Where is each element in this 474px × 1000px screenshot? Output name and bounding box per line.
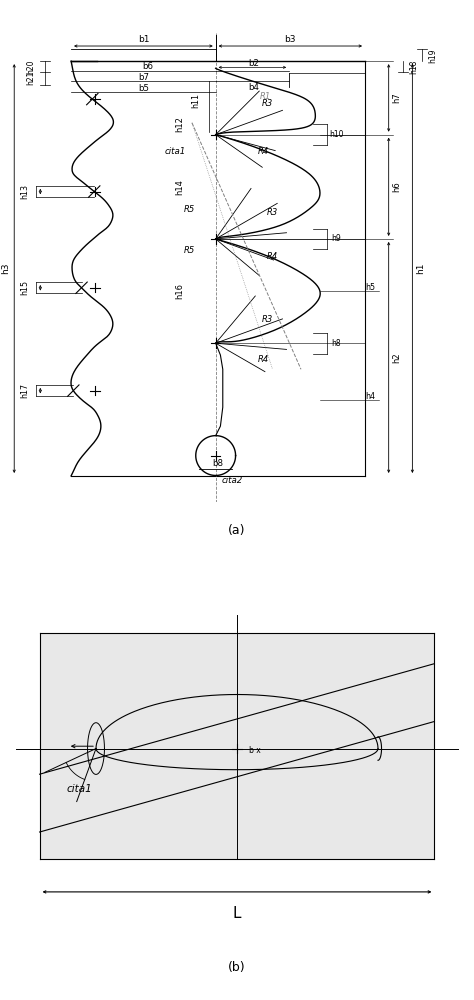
Text: h16: h16 xyxy=(176,283,184,299)
Text: h11: h11 xyxy=(191,93,200,108)
Text: h7: h7 xyxy=(393,93,401,103)
Text: R4: R4 xyxy=(257,355,269,364)
Text: (a): (a) xyxy=(228,524,246,537)
Text: h9: h9 xyxy=(332,234,341,243)
Text: h20: h20 xyxy=(27,59,35,74)
Text: h10: h10 xyxy=(329,130,344,139)
Text: b x: b x xyxy=(249,746,261,755)
Text: R5: R5 xyxy=(184,205,195,214)
Text: R3: R3 xyxy=(267,208,278,217)
Text: b4: b4 xyxy=(248,83,259,92)
Text: cita1: cita1 xyxy=(67,784,92,794)
Text: h18: h18 xyxy=(409,59,418,74)
Text: h15: h15 xyxy=(20,280,29,295)
Text: R1: R1 xyxy=(260,92,271,101)
Text: L: L xyxy=(233,906,241,921)
Text: b6: b6 xyxy=(143,62,154,71)
Text: h2: h2 xyxy=(393,352,401,363)
Text: h4: h4 xyxy=(365,392,376,401)
Text: h3: h3 xyxy=(1,263,10,274)
Text: cita1: cita1 xyxy=(165,147,186,156)
Text: h6: h6 xyxy=(393,181,401,192)
Text: b5: b5 xyxy=(138,84,149,93)
Text: R4: R4 xyxy=(257,147,269,156)
Text: R3: R3 xyxy=(262,315,273,324)
Text: h19: h19 xyxy=(428,48,437,63)
Text: R4: R4 xyxy=(267,252,278,261)
Text: h13: h13 xyxy=(20,184,29,199)
Text: b2: b2 xyxy=(248,59,259,68)
Text: h8: h8 xyxy=(332,339,341,348)
Text: b3: b3 xyxy=(284,35,296,44)
Bar xyxy=(40,633,434,859)
Text: b8: b8 xyxy=(212,459,224,468)
Text: b7: b7 xyxy=(138,73,149,82)
Text: (b): (b) xyxy=(228,961,246,974)
Text: h14: h14 xyxy=(176,179,184,195)
Text: h5: h5 xyxy=(365,283,376,292)
Text: cita2: cita2 xyxy=(222,476,243,485)
Text: h12: h12 xyxy=(176,117,184,132)
Text: R3: R3 xyxy=(262,99,273,108)
Text: h17: h17 xyxy=(20,383,29,398)
Text: h1: h1 xyxy=(417,263,425,274)
Text: h21: h21 xyxy=(27,71,35,85)
Text: R5: R5 xyxy=(184,246,195,255)
Text: b1: b1 xyxy=(137,35,149,44)
